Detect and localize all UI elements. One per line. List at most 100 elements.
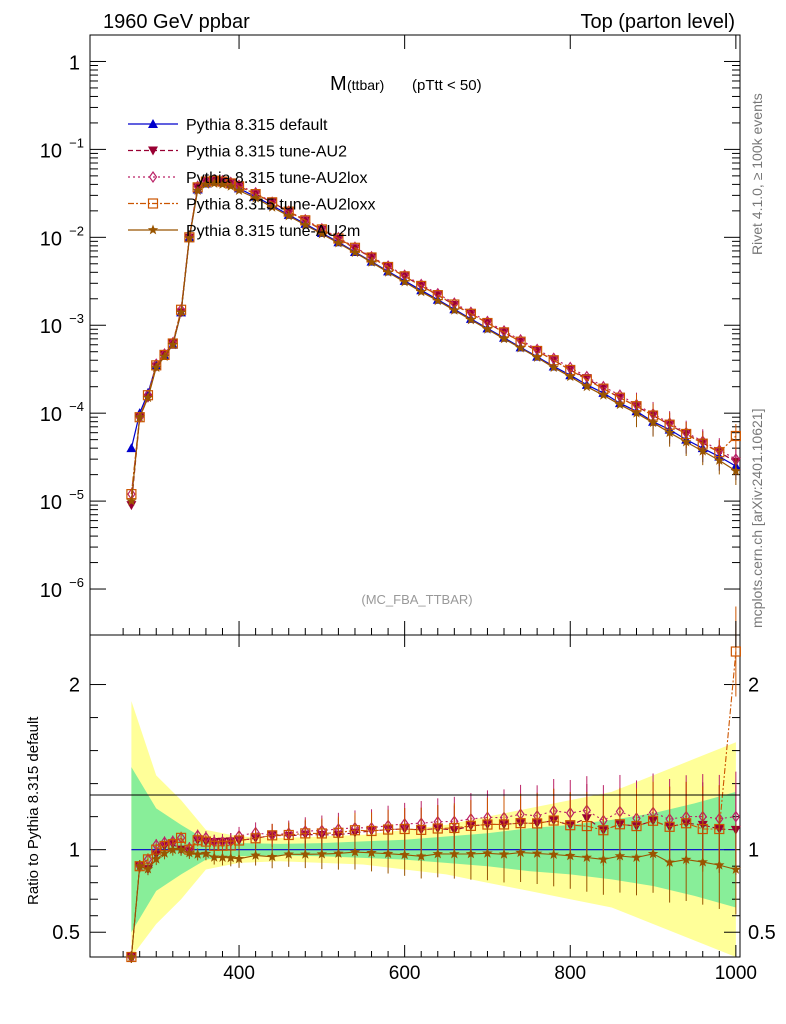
- data-point: [126, 443, 137, 453]
- data-point: [366, 256, 377, 267]
- ratio-point: [465, 848, 477, 859]
- process-label: Top (parton level): [580, 11, 735, 33]
- ratio-point: [192, 848, 203, 859]
- plot-title-sub: (ttbar): [347, 77, 384, 93]
- energy-label: 1960 GeV ppbar: [103, 11, 250, 33]
- data-point: [647, 417, 659, 428]
- x-tick-label: 400: [223, 963, 255, 984]
- y-tick-label: 10: [40, 580, 62, 602]
- ratio-point: [250, 833, 261, 844]
- y-tick-label: 10: [40, 140, 62, 162]
- x-tick-label: 800: [554, 963, 586, 984]
- ratio-point: [515, 847, 526, 858]
- data-point: [382, 266, 394, 277]
- data-point: [225, 180, 236, 191]
- ratio-y-tick-label-right: 2: [748, 675, 759, 697]
- ratio-point: [217, 852, 228, 862]
- ratio-point: [200, 848, 212, 859]
- data-point: [498, 333, 510, 344]
- ratio-point: [730, 646, 741, 657]
- data-point: [531, 352, 543, 362]
- data-point: [134, 411, 145, 422]
- ratio-y-tick-label-right: 1: [748, 840, 759, 862]
- ratio-point: [349, 846, 361, 857]
- data-point: [465, 314, 477, 325]
- data-point: [730, 465, 742, 476]
- ratio-point: [631, 852, 642, 862]
- ratio-point: [399, 849, 410, 860]
- data-point: [697, 445, 708, 456]
- data-point: [209, 177, 220, 188]
- series-line: [130, 180, 737, 495]
- data-point: [432, 295, 443, 306]
- data-point: [614, 399, 626, 410]
- data-point: [167, 339, 178, 350]
- ratio-point: [614, 850, 626, 861]
- legend-label: Pythia 8.315 tune-AU2lox: [186, 170, 367, 187]
- ratio-point: [565, 850, 576, 861]
- data-point: [449, 304, 460, 315]
- ratio-point: [184, 847, 195, 858]
- data-point: [631, 407, 642, 418]
- ratio-point: [250, 849, 261, 860]
- ratio-point: [664, 856, 675, 867]
- ratio-y-tick-label: 2: [69, 675, 80, 697]
- y-tick-exponent: −4: [69, 399, 84, 414]
- ratio-point: [382, 848, 394, 859]
- ratio-point: [175, 844, 187, 855]
- data-point: [300, 219, 311, 230]
- y-tick-label: 10: [40, 228, 62, 250]
- data-point: [515, 342, 526, 353]
- data-point: [399, 276, 410, 287]
- data-point: [730, 430, 741, 442]
- ratio-point: [192, 835, 203, 846]
- ratio-point: [134, 860, 145, 871]
- ratio-point: [142, 863, 154, 874]
- y-tick-exponent: −2: [69, 223, 84, 238]
- y-tick-exponent: −6: [69, 575, 84, 590]
- legend-label: Pythia 8.315 tune-AU2m: [186, 223, 360, 240]
- legend: Pythia 8.315 default Pythia 8.315 tune-AU…: [128, 117, 375, 240]
- data-point: [250, 192, 261, 203]
- ratio-point: [233, 835, 245, 846]
- ratio-point: [233, 853, 245, 864]
- x-tick-label: 600: [389, 963, 421, 984]
- data-point: [184, 232, 195, 243]
- data-point: [581, 374, 592, 384]
- data-point: [200, 178, 212, 189]
- ratio-point: [548, 849, 559, 859]
- data-point: [598, 389, 609, 400]
- ratio-panel: 0.5 0.5 1 1 2 2: [52, 606, 776, 964]
- data-point: [581, 381, 592, 392]
- ratio-point: [283, 829, 294, 841]
- y-tick-label: 10: [40, 316, 62, 338]
- ratio-point: [531, 847, 543, 858]
- ratio-point: [366, 847, 377, 858]
- ratio-point: [159, 847, 170, 858]
- data-point: [664, 427, 675, 438]
- ratio-point: [647, 848, 659, 859]
- data-point: [680, 436, 692, 447]
- data-point: [565, 371, 576, 382]
- legend-label: Pythia 8.315 default: [186, 117, 328, 134]
- ratio-point: [498, 848, 510, 859]
- legend-marker: [148, 119, 158, 128]
- ratio-line: [130, 651, 737, 958]
- ratio-point: [300, 828, 311, 839]
- legend-marker: [148, 170, 158, 184]
- ratio-point: [432, 848, 443, 859]
- data-point: [416, 286, 427, 297]
- data-point: [714, 454, 725, 465]
- ratio-ylabel: Ratio to Pythia 8.315 default: [25, 716, 42, 905]
- ratio-point: [333, 847, 344, 858]
- data-point: [159, 351, 170, 361]
- data-point: [482, 323, 493, 334]
- ratio-point: [126, 951, 137, 962]
- ratio-y-tick-label: 1: [69, 840, 80, 862]
- data-point: [283, 210, 294, 221]
- ratio-point: [714, 859, 725, 870]
- y-tick-exponent: −5: [69, 487, 84, 502]
- y-tick-label: 10: [40, 404, 62, 426]
- ratio-point: [283, 848, 294, 859]
